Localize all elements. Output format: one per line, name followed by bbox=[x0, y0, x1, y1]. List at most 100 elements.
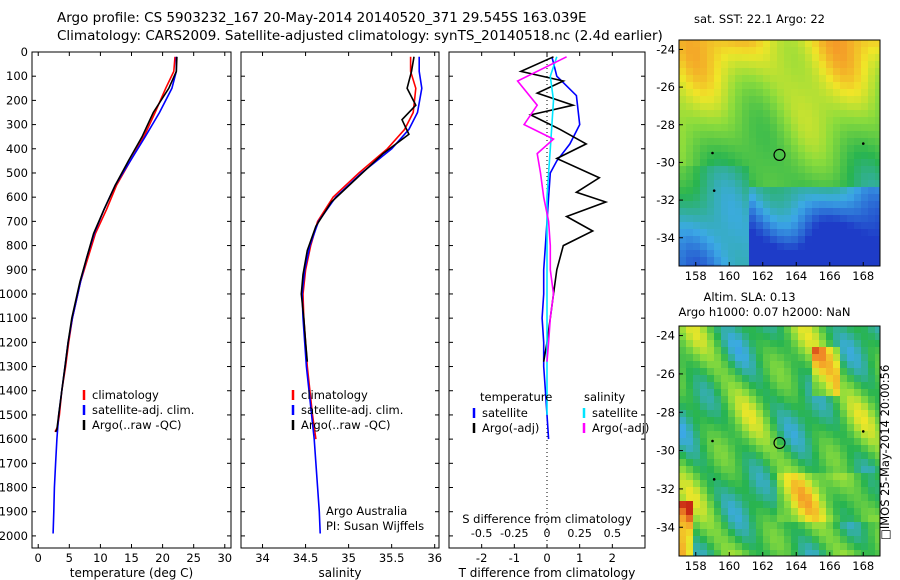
heatmap-cell bbox=[714, 494, 721, 501]
panel-differences: -2 -1 0 1 2T difference from climatology-0.5… bbox=[448, 51, 649, 580]
heatmap-cell bbox=[798, 515, 805, 522]
x-tick-label: 20 bbox=[155, 551, 170, 565]
heatmap-cell bbox=[826, 375, 833, 382]
heatmap-cell bbox=[875, 131, 880, 138]
heatmap-cell bbox=[763, 222, 770, 229]
heatmap-cell bbox=[749, 96, 756, 103]
heatmap-cell bbox=[868, 54, 875, 61]
heatmap-cell bbox=[686, 82, 693, 89]
heatmap-cell bbox=[756, 480, 763, 487]
x-tick-label: 168 bbox=[852, 559, 874, 573]
heatmap-cell bbox=[854, 333, 861, 340]
heatmap-cell bbox=[847, 173, 854, 180]
heatmap-cell bbox=[798, 431, 805, 438]
heatmap-cell bbox=[679, 529, 686, 536]
heatmap-cell bbox=[854, 194, 861, 201]
heatmap-cell bbox=[700, 459, 707, 466]
heatmap-cell bbox=[812, 508, 819, 515]
heatmap-cell bbox=[707, 508, 714, 515]
heatmap-cell bbox=[791, 194, 798, 201]
heatmap-cell bbox=[693, 529, 700, 536]
heatmap-cell bbox=[854, 40, 861, 47]
heatmap-cell bbox=[791, 250, 798, 257]
heatmap-cell bbox=[700, 82, 707, 89]
heatmap-cell bbox=[679, 208, 686, 215]
heatmap-cell bbox=[756, 410, 763, 417]
heatmap-cell bbox=[770, 82, 777, 89]
heatmap-cell bbox=[854, 222, 861, 229]
heatmap-cell bbox=[784, 229, 791, 236]
heatmap-cell bbox=[833, 494, 840, 501]
heatmap-cell bbox=[756, 459, 763, 466]
heatmap-cell bbox=[826, 494, 833, 501]
heatmap-cell bbox=[812, 243, 819, 250]
heatmap-cell bbox=[749, 403, 756, 410]
heatmap-cell bbox=[763, 215, 770, 222]
heatmap-cell bbox=[770, 438, 777, 445]
heatmap-cell bbox=[749, 417, 756, 424]
heatmap-cell bbox=[791, 347, 798, 354]
heatmap-cell bbox=[805, 110, 812, 117]
heatmap-cell bbox=[819, 361, 826, 368]
heatmap-cell bbox=[721, 47, 728, 54]
heatmap-cell bbox=[840, 194, 847, 201]
heatmap-cell bbox=[686, 194, 693, 201]
heatmap-cell bbox=[707, 208, 714, 215]
heatmap-cell bbox=[784, 522, 791, 529]
heatmap-cell bbox=[714, 536, 721, 543]
heatmap-cell bbox=[756, 68, 763, 75]
heatmap-cell bbox=[868, 543, 875, 550]
heatmap-cell bbox=[826, 515, 833, 522]
heatmap-cell bbox=[770, 215, 777, 222]
heatmap-cell bbox=[861, 110, 868, 117]
heatmap-cell bbox=[791, 40, 798, 47]
heatmap-cell bbox=[756, 396, 763, 403]
heatmap-cell bbox=[721, 243, 728, 250]
heatmap-cell bbox=[868, 410, 875, 417]
heatmap-cell bbox=[791, 138, 798, 145]
heatmap-cell bbox=[707, 515, 714, 522]
heatmap-cell bbox=[693, 326, 700, 333]
heatmap-cell bbox=[805, 333, 812, 340]
heatmap-cell bbox=[861, 131, 868, 138]
heatmap-cell bbox=[742, 543, 749, 550]
heatmap-cell bbox=[700, 480, 707, 487]
heatmap-cell bbox=[756, 529, 763, 536]
heatmap-cell bbox=[777, 243, 784, 250]
legend-label: Argo(-adj) bbox=[592, 421, 649, 435]
heatmap-cell bbox=[847, 222, 854, 229]
heatmap-cell bbox=[707, 236, 714, 243]
heatmap-cell bbox=[805, 361, 812, 368]
heatmap-cell bbox=[693, 452, 700, 459]
heatmap-cell bbox=[868, 103, 875, 110]
heatmap-cell bbox=[819, 173, 826, 180]
heatmap-cell bbox=[777, 354, 784, 361]
heatmap-cell bbox=[798, 117, 805, 124]
heatmap-cell bbox=[770, 131, 777, 138]
heatmap-cell bbox=[686, 368, 693, 375]
heatmap-cell bbox=[805, 208, 812, 215]
heatmap-cell bbox=[707, 354, 714, 361]
heatmap-cell bbox=[826, 326, 833, 333]
heatmap-cell bbox=[749, 333, 756, 340]
heatmap-cell bbox=[812, 375, 819, 382]
heatmap-cell bbox=[847, 215, 854, 222]
heatmap-cell bbox=[693, 459, 700, 466]
heatmap-cell bbox=[875, 82, 880, 89]
heatmap-cell bbox=[777, 473, 784, 480]
y-tick-label: -28 bbox=[656, 118, 675, 132]
heatmap-cell bbox=[854, 264, 861, 266]
heatmap-cell bbox=[875, 536, 880, 543]
heatmap-cell bbox=[707, 124, 714, 131]
heatmap-cell bbox=[763, 236, 770, 243]
heatmap-cell bbox=[742, 494, 749, 501]
heatmap-cell bbox=[763, 117, 770, 124]
heatmap-cell bbox=[742, 340, 749, 347]
heatmap-cell bbox=[707, 250, 714, 257]
heatmap-cell bbox=[798, 417, 805, 424]
heatmap-cell bbox=[784, 459, 791, 466]
heatmap-cell bbox=[693, 96, 700, 103]
heatmap-cell bbox=[735, 382, 742, 389]
heatmap-cell bbox=[714, 152, 721, 159]
heatmap-cell bbox=[693, 257, 700, 264]
